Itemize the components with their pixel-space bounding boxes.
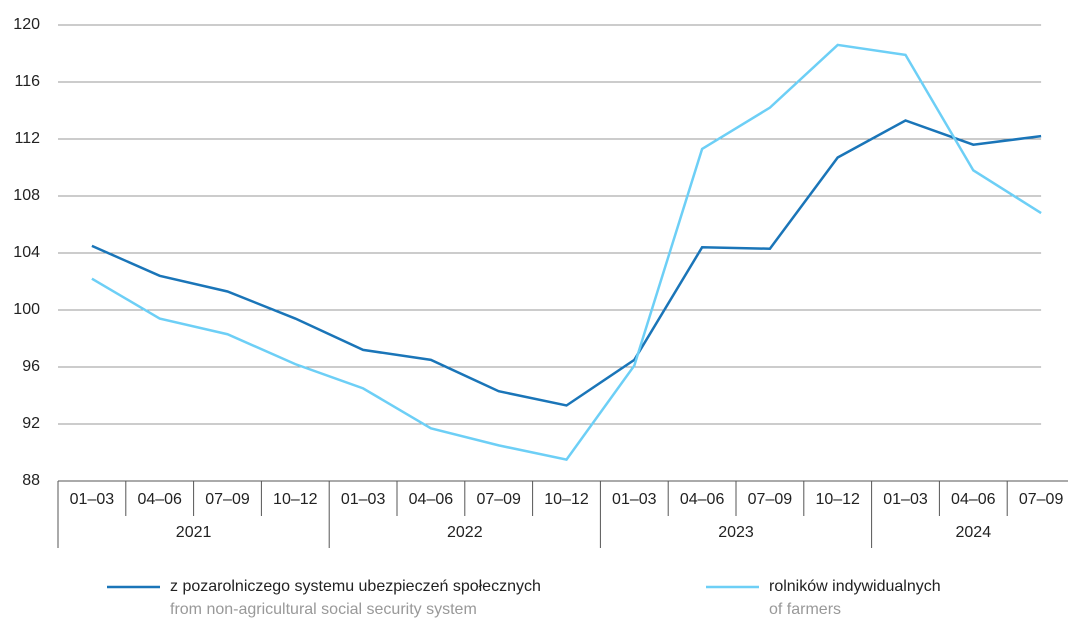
x-tick-label: 10–12 bbox=[273, 491, 318, 508]
x-tick-label: 04–06 bbox=[951, 491, 996, 508]
legend-label-en: of farmers bbox=[769, 601, 841, 618]
x-tick-label: 04–06 bbox=[409, 491, 454, 508]
year-label: 2022 bbox=[447, 524, 483, 541]
y-tick-label: 112 bbox=[14, 130, 40, 147]
x-tick-label: 10–12 bbox=[544, 491, 589, 508]
x-tick-label: 04–06 bbox=[137, 491, 182, 508]
y-tick-label: 100 bbox=[13, 301, 40, 318]
x-tick-label: 07–09 bbox=[748, 491, 793, 508]
y-tick-label: 92 bbox=[22, 415, 40, 432]
legend-label-en: from non-agricultural social security sy… bbox=[170, 601, 477, 618]
year-label: 2021 bbox=[176, 524, 212, 541]
legend-label: z pozarolniczego systemu ubezpieczeń spo… bbox=[170, 578, 541, 595]
x-tick-label: 10–12 bbox=[815, 491, 860, 508]
y-tick-label: 88 bbox=[22, 472, 40, 489]
y-tick-label: 108 bbox=[13, 187, 40, 204]
x-tick-label: 01–03 bbox=[883, 491, 928, 508]
x-tick-label: 07–09 bbox=[476, 491, 521, 508]
y-tick-label: 96 bbox=[22, 358, 40, 375]
x-tick-label: 07–09 bbox=[205, 491, 250, 508]
x-tick-label: 04–06 bbox=[680, 491, 725, 508]
year-label: 2024 bbox=[956, 524, 992, 541]
series-line bbox=[91, 43, 1042, 462]
x-tick-label: 01–03 bbox=[612, 491, 657, 508]
x-tick-label: 01–03 bbox=[341, 491, 386, 508]
x-tick-label: 07–09 bbox=[1019, 491, 1064, 508]
year-label: 2023 bbox=[718, 524, 754, 541]
y-tick-label: 120 bbox=[13, 16, 40, 33]
series-line bbox=[91, 119, 1042, 407]
x-tick-label: 01–03 bbox=[70, 491, 115, 508]
y-tick-label: 116 bbox=[14, 73, 40, 90]
legend-label: rolników indywidualnych bbox=[769, 578, 941, 595]
y-tick-label: 104 bbox=[13, 244, 40, 261]
